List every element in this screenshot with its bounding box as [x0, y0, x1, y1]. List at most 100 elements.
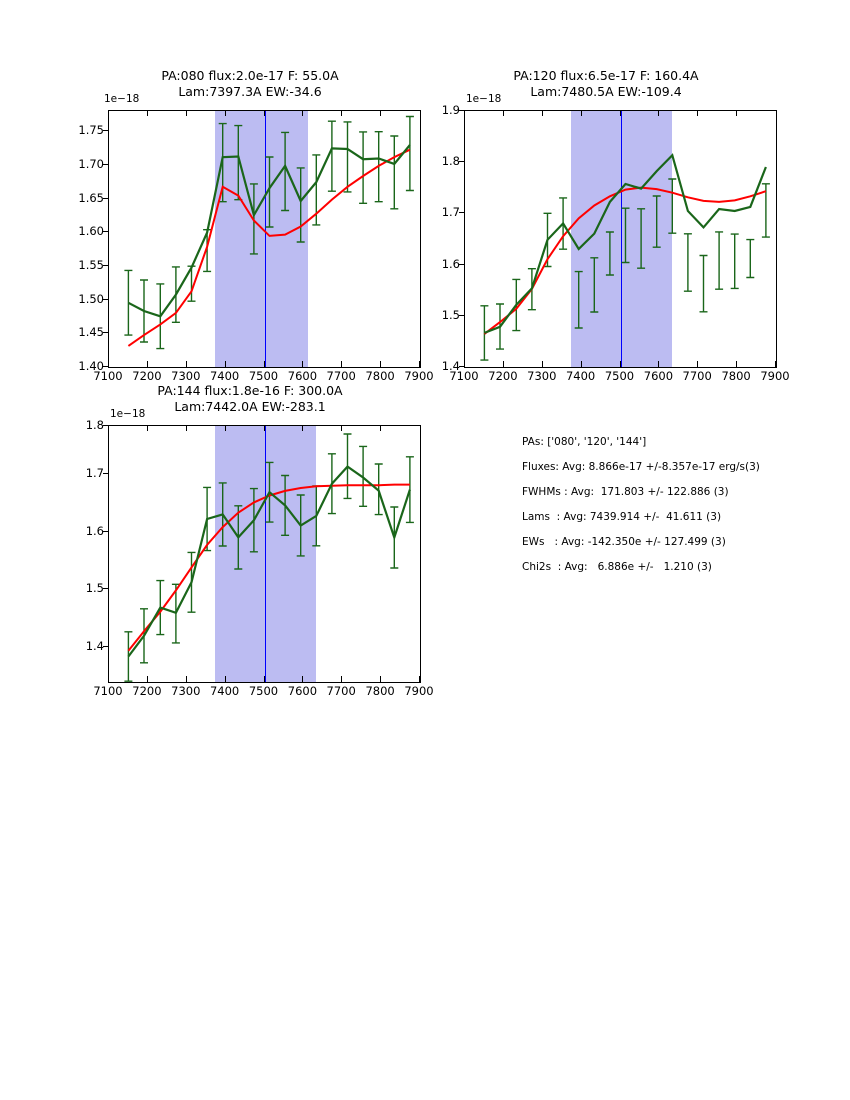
panel-pa120-plot-area [464, 110, 777, 368]
xtick-mark [697, 361, 699, 367]
panel-pa080-xtick-7200: 7200 [132, 369, 162, 383]
panel-pa144-offset-label: 1e−18 [110, 408, 146, 420]
ytick-mark [459, 263, 464, 265]
panel-pa080-shaded-band [214, 111, 309, 367]
xtick-mark [502, 361, 504, 367]
xtick-mark-top [697, 110, 699, 116]
xtick-mark-top [263, 110, 265, 116]
panel-pa144-center-line [264, 426, 266, 682]
ytick-mark [459, 212, 464, 214]
xtick-mark-top [619, 110, 621, 116]
xtick-mark [380, 361, 382, 367]
panel-pa144-xtick-7100: 7100 [93, 684, 123, 698]
panel-pa080-ytick-1.40: 1.40 [78, 359, 104, 373]
panel-pa080-xtick-7700: 7700 [326, 369, 356, 383]
ytick-mark [459, 110, 464, 111]
summary-line-pas: PAs: ['080', '120', '144'] [522, 436, 647, 448]
panel-pa080-ytick-1.65: 1.65 [78, 190, 104, 205]
ytick-mark [459, 314, 464, 316]
ytick-mark [103, 231, 108, 233]
panel-pa120-xtick-7600: 7600 [643, 369, 674, 383]
panel-pa120-ytick-1.9: 1.9 [441, 103, 460, 117]
panel-pa144-data-layer [124, 433, 414, 682]
ytick-mark [103, 425, 108, 426]
panel-pa120: PA:120 flux:6.5e-17 F: 160.4A Lam:7480.5… [426, 68, 790, 383]
panel-pa080-ytick-1.70: 1.70 [78, 156, 104, 171]
panel-pa144-title-line1: PA:144 flux:1.8e-16 F: 300.0A [157, 383, 343, 398]
panel-pa120-ytick-1.5: 1.5 [441, 307, 460, 322]
summary-line-fluxes: Fluxes: Avg: 8.866e-17 +/-8.357e-17 erg/… [522, 461, 760, 473]
summary-line-ews: EWs : Avg: -142.350e +/- 127.499 (3) [522, 536, 726, 548]
panel-pa144-xtick-7800: 7800 [365, 684, 395, 698]
xtick-mark-top [146, 425, 148, 431]
panel-pa144-xtick-7500: 7500 [248, 684, 279, 698]
xtick-mark-top [185, 110, 187, 116]
xtick-mark [619, 361, 621, 367]
fit-line-pa080 [127, 148, 411, 347]
panel-pa144-xtick-7700: 7700 [326, 684, 356, 698]
ytick-mark [103, 197, 108, 199]
panel-pa080-title-line2: Lam:7397.3A EW:-34.6 [178, 84, 322, 99]
xtick-mark [464, 361, 465, 367]
panel-pa120-xtick-7400: 7400 [565, 369, 596, 383]
xtick-mark [580, 361, 582, 367]
panel-pa120-xtick-7500: 7500 [604, 369, 635, 383]
xtick-mark [419, 361, 420, 367]
panel-pa120-offset-label: 1e−18 [466, 93, 502, 105]
xtick-mark-top [224, 425, 226, 431]
panel-pa120-xtick-7900: 7900 [760, 369, 790, 383]
xtick-mark [302, 361, 304, 367]
xtick-mark [224, 361, 226, 367]
summary-line-lams: Lams : Avg: 7439.914 +/- 41.611 (3) [522, 511, 722, 523]
xtick-mark-top [341, 110, 343, 116]
ytick-mark [103, 264, 108, 266]
panel-pa120-title-line1: PA:120 flux:6.5e-17 F: 160.4A [513, 68, 699, 83]
panel-pa080-ytick-1.55: 1.55 [78, 257, 104, 272]
ytick-mark [103, 298, 108, 300]
xtick-mark [541, 361, 543, 367]
panel-pa144: PA:144 flux:1.8e-16 F: 300.0A Lam:7442.0… [70, 383, 434, 698]
xtick-mark [775, 361, 776, 367]
panel-pa080-xtick-7600: 7600 [287, 369, 318, 383]
xtick-mark [146, 676, 148, 682]
panel-pa120-title-line2: Lam:7480.5A EW:-109.4 [530, 84, 682, 99]
ytick-mark [459, 366, 464, 367]
panel-pa120-xtick-7300: 7300 [527, 369, 557, 383]
xtick-mark-top [224, 110, 226, 116]
ytick-mark [103, 366, 108, 367]
spectrum-line-pa144 [127, 465, 411, 658]
ytick-mark [103, 473, 108, 475]
panel-pa080-title-line1: PA:080 flux:2.0e-17 F: 55.0A [161, 68, 339, 83]
panel-pa080-xtick-7800: 7800 [365, 369, 395, 383]
panel-pa120-center-line [620, 111, 622, 367]
errorbars-pa080 [124, 115, 414, 350]
xtick-mark [341, 676, 343, 682]
panel-pa080-ytick-1.50: 1.50 [78, 291, 104, 306]
panel-pa144-title-line2: Lam:7442.0A EW:-283.1 [174, 399, 326, 414]
panel-pa144-ytick-1.6: 1.6 [85, 523, 104, 538]
xtick-mark [185, 676, 187, 682]
fit-line-pa144 [127, 483, 410, 652]
panel-pa080-xtick-7300: 7300 [171, 369, 201, 383]
panel-pa120-ytick-1.7: 1.7 [441, 205, 460, 220]
panel-pa120-ytick-1.6: 1.6 [441, 256, 460, 271]
xtick-mark [263, 361, 265, 367]
panel-pa080-ytick-1.75: 1.75 [78, 123, 104, 138]
panel-pa144-plot-area [108, 425, 421, 683]
xtick-mark [108, 361, 109, 367]
ytick-mark [103, 332, 108, 334]
panel-pa080-center-line [264, 111, 266, 367]
xtick-mark-top [146, 110, 148, 116]
panel-pa144-xtick-7900: 7900 [404, 684, 434, 698]
panel-pa080-xtick-7100: 7100 [93, 369, 123, 383]
xtick-mark [419, 676, 420, 682]
panel-pa144-xtick-7600: 7600 [287, 684, 318, 698]
xtick-mark [263, 676, 265, 682]
panel-pa120-xtick-7700: 7700 [682, 369, 712, 383]
ytick-mark [459, 161, 464, 163]
panel-pa144-xtick-7400: 7400 [209, 684, 240, 698]
xtick-mark [341, 361, 343, 367]
spectrum-line-pa120 [483, 153, 767, 334]
xtick-mark-top [658, 110, 660, 116]
